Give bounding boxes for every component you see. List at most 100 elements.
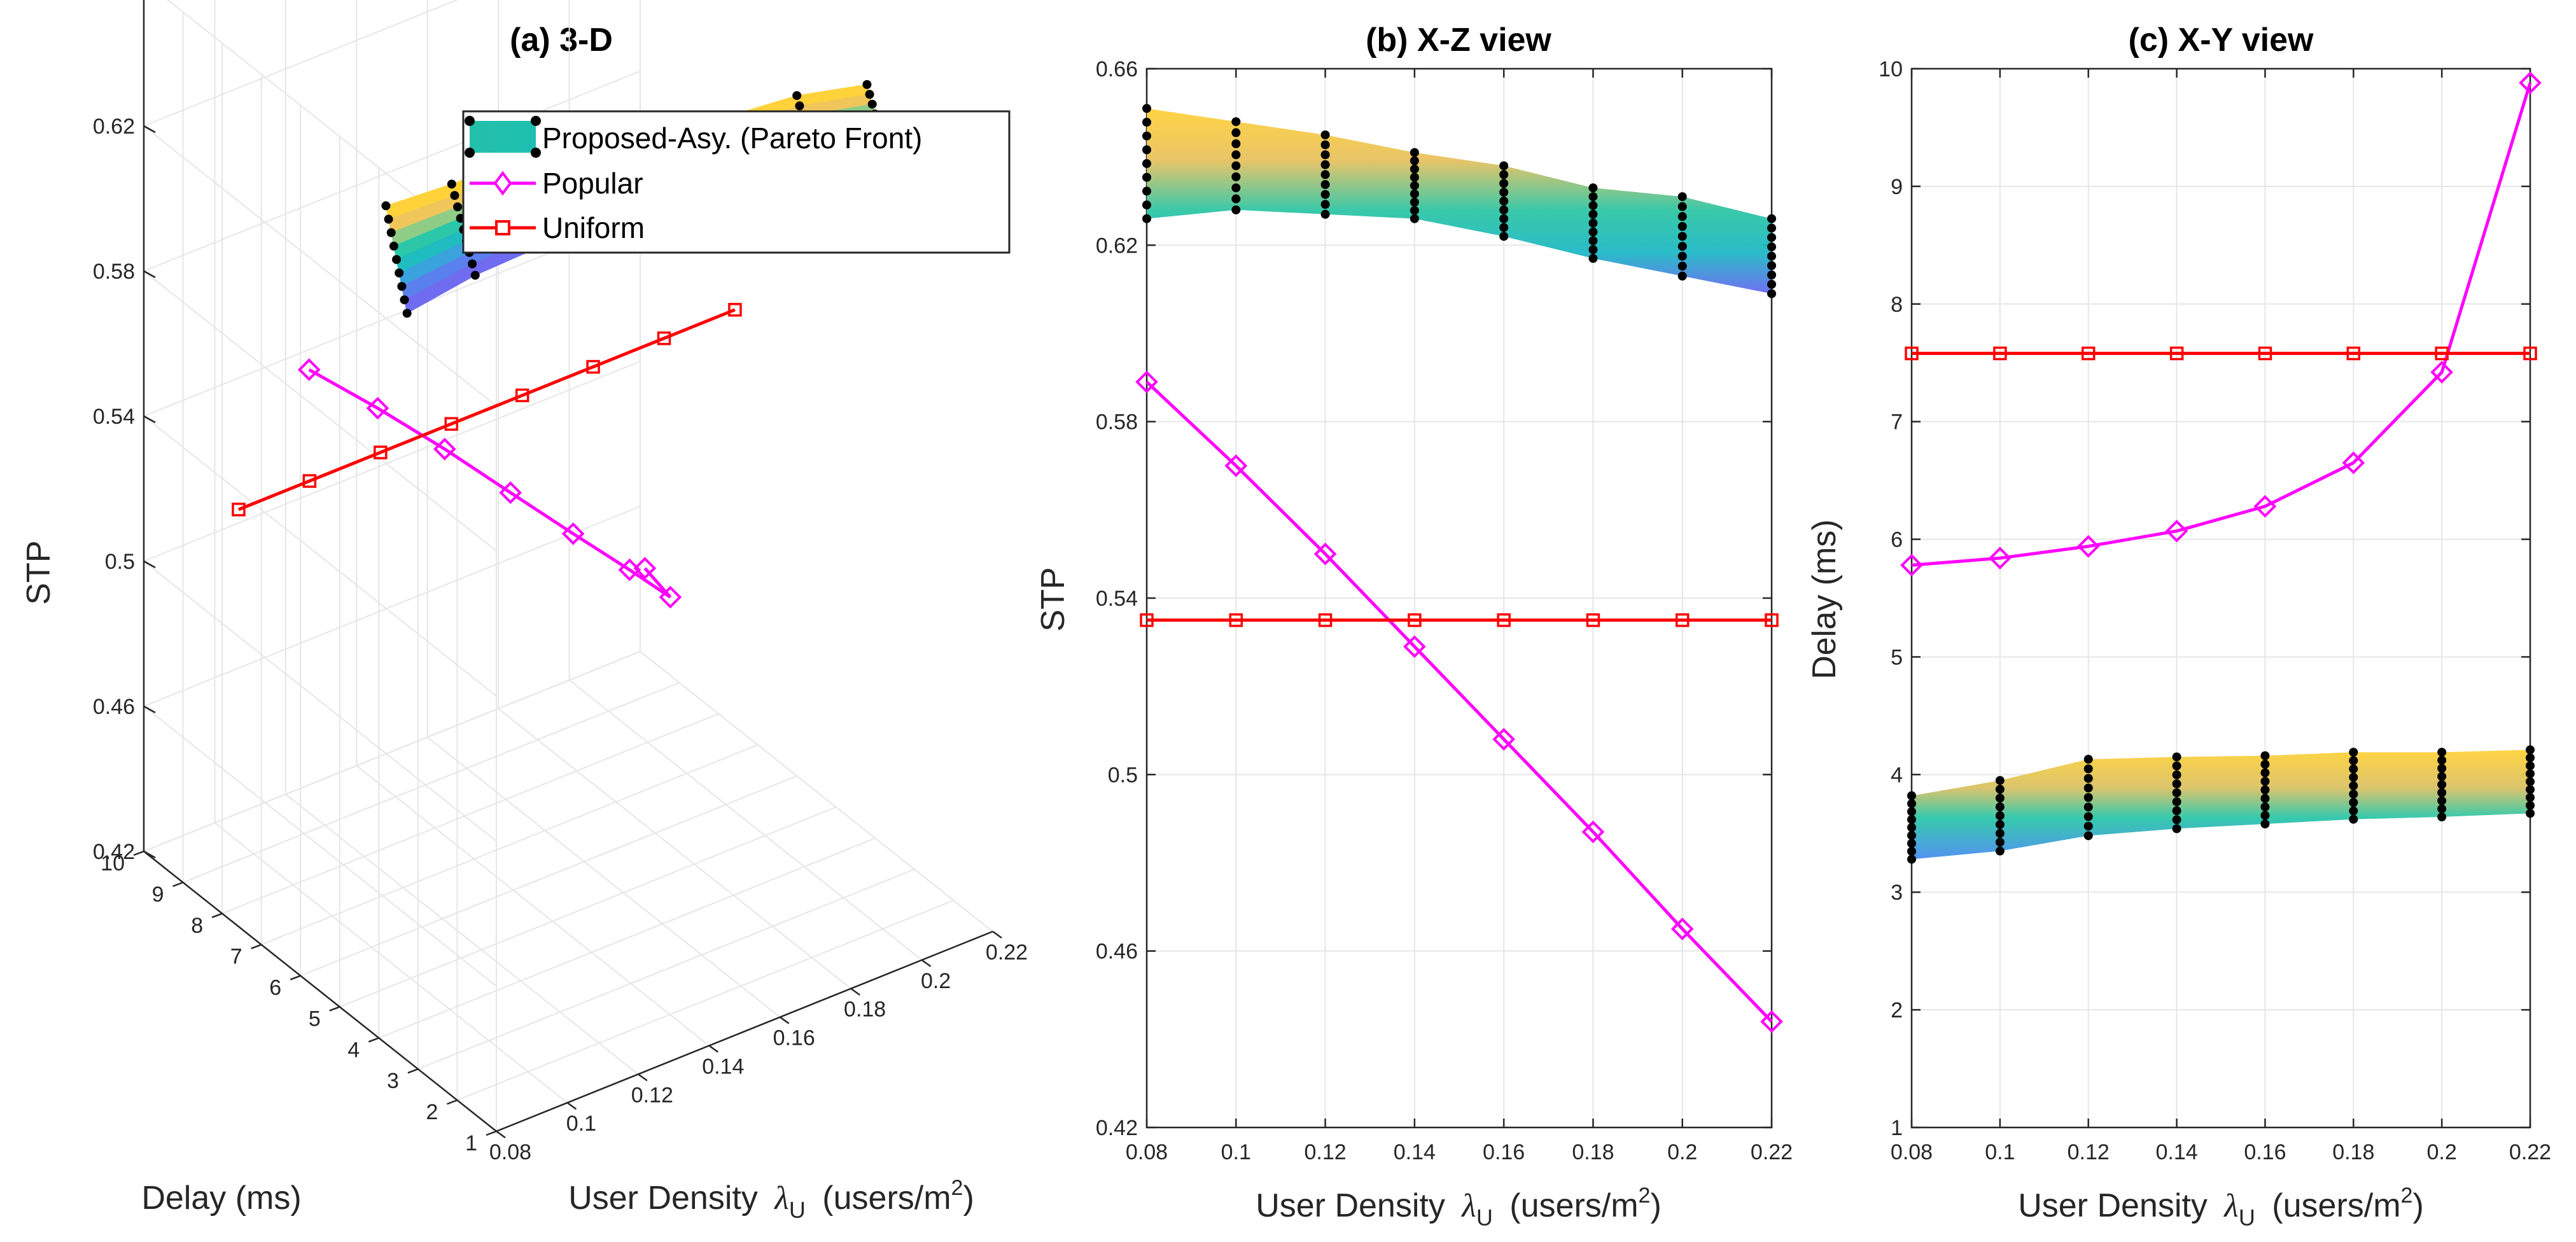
x-tick-label: 0.08 xyxy=(1126,1140,1168,1164)
pareto-point xyxy=(2172,770,2181,779)
pareto-point xyxy=(1142,118,1151,127)
popular-marker xyxy=(2430,361,2453,384)
panel-c-plot-area: 0.08 0.1 0.12 0.14 0.16 0.18 0.2 0.22 1 2 3 4 5 6 7 8 9 1… xyxy=(1879,57,2551,1164)
pareto-point xyxy=(1907,831,1916,841)
pareto-point xyxy=(402,309,412,318)
pareto-point xyxy=(2526,777,2535,786)
pareto-point xyxy=(1907,799,1916,809)
pareto-point xyxy=(1677,251,1687,261)
x-tick-label: 0.14 xyxy=(702,1054,744,1078)
pareto-point xyxy=(2526,785,2535,794)
legend-item-uniform: Uniform xyxy=(470,211,645,244)
panel-c-ylabel: Delay (ms) xyxy=(1806,519,1843,679)
grid-line xyxy=(640,651,993,932)
pareto-point xyxy=(1231,183,1241,193)
pareto-point xyxy=(2437,796,2447,806)
pareto-point xyxy=(1499,179,1509,188)
pareto-point xyxy=(1767,270,1776,280)
pareto-point xyxy=(2172,752,2181,762)
panel-a-ylabel: Delay (ms) xyxy=(141,1180,301,1217)
pareto-point xyxy=(795,101,804,111)
pareto-point xyxy=(1410,206,1419,215)
y-axis-line xyxy=(143,851,497,1132)
grid-line xyxy=(143,361,641,562)
z-tick-label: 0.54 xyxy=(93,405,135,429)
pareto-point xyxy=(1231,205,1241,214)
popular-marker xyxy=(633,557,657,580)
pareto-point xyxy=(2260,802,2270,812)
uniform-marker xyxy=(1497,613,1511,627)
pareto-point xyxy=(1231,161,1241,171)
x-tick-label: 0.2 xyxy=(921,969,951,993)
panel-a-zlabel: STP xyxy=(20,540,57,604)
pareto-point xyxy=(2437,755,2447,765)
y-tick-label: 7 xyxy=(1891,410,1903,435)
pareto-point xyxy=(1320,140,1330,150)
uniform-marker xyxy=(302,474,317,488)
panel-c-title: (c) X-Y view xyxy=(2129,22,2314,59)
pareto-point xyxy=(1320,160,1330,169)
popular-marker xyxy=(1900,554,1923,577)
x-tick-label: 0.22 xyxy=(1751,1140,1793,1164)
pareto-point xyxy=(2083,821,2093,831)
grid-line xyxy=(261,744,759,945)
pareto-point xyxy=(1907,807,1916,816)
popular-line-3d xyxy=(308,368,672,599)
pareto-point xyxy=(1995,846,2005,856)
z-tick-mark xyxy=(143,125,156,134)
pareto-point xyxy=(1320,190,1330,199)
pareto-point xyxy=(468,259,477,269)
pareto-point xyxy=(2260,760,2270,769)
y-tick-mark xyxy=(251,944,262,949)
pareto-point xyxy=(2349,790,2358,799)
z-tick-mark xyxy=(143,560,156,569)
grid-line xyxy=(143,125,497,407)
x-tick-label: 0.14 xyxy=(2155,1140,2197,1164)
pareto-point xyxy=(2349,772,2358,782)
pareto-point xyxy=(1995,820,2005,829)
z-tick-label: 0.46 xyxy=(93,695,135,719)
grid-line xyxy=(143,651,641,852)
pareto-point xyxy=(1907,815,1916,825)
grid-line xyxy=(378,837,876,1039)
panel-xz-view: (b) X-Z view 0.08 0.1 0.12 0.14 0.16 0.18 0.2 0… xyxy=(1035,22,1793,1231)
y-tick-label: 1 xyxy=(1891,1116,1903,1140)
z-tick-mark xyxy=(143,850,156,859)
pareto-point xyxy=(1677,232,1687,241)
pareto-point xyxy=(1231,172,1241,181)
pareto-point xyxy=(2260,751,2270,760)
x-tick-mark xyxy=(779,1016,790,1024)
pareto-point xyxy=(1142,131,1151,141)
uniform-marker xyxy=(1408,613,1422,627)
y-tick-label: 0.5 xyxy=(1108,763,1138,787)
legend: Proposed-Asy. (Pareto Front) Popular Uni… xyxy=(462,110,1011,254)
pareto-point xyxy=(1142,145,1151,155)
pareto-point xyxy=(2083,793,2093,802)
uniform-marker xyxy=(2258,346,2272,361)
pareto-point xyxy=(2526,745,2535,755)
uniform-marker xyxy=(728,303,742,317)
pareto-point xyxy=(1410,148,1419,157)
pareto-point xyxy=(1320,180,1330,189)
pareto-point xyxy=(2172,815,2181,825)
x-tick-mark xyxy=(850,987,860,996)
popular-marker xyxy=(1403,635,1426,659)
y-tick-label: 4 xyxy=(1891,763,1903,787)
pareto-point xyxy=(2172,806,2181,816)
popular-marker xyxy=(1581,820,1605,844)
pareto-point xyxy=(1588,245,1598,255)
y-tick-label: 10 xyxy=(101,851,125,876)
pareto-point xyxy=(2083,783,2093,793)
grid-line xyxy=(300,775,797,977)
pareto-point xyxy=(1995,802,2005,812)
pareto-point xyxy=(1907,839,1916,848)
uniform-marker xyxy=(657,331,671,345)
pareto-point xyxy=(2083,774,2093,783)
grid-line xyxy=(427,736,781,1018)
y-tick-label: 0.42 xyxy=(1096,1116,1138,1140)
pareto-point xyxy=(2437,772,2447,781)
y-tick-label: 1 xyxy=(465,1131,477,1155)
pareto-point xyxy=(384,214,393,224)
x-tick-label: 0.12 xyxy=(631,1083,673,1107)
y-tick-label: 10 xyxy=(1879,57,1903,81)
